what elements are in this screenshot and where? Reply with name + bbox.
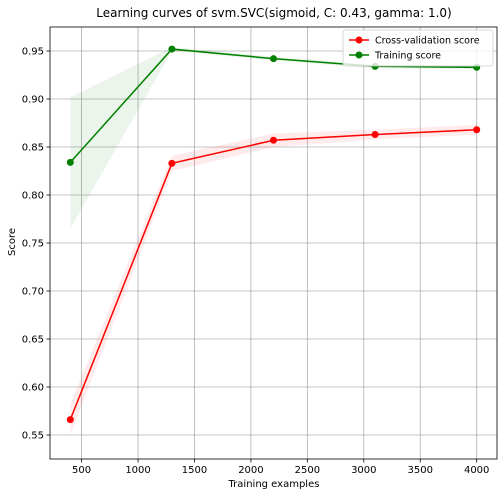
y-tick-label: 0.70	[22, 287, 44, 298]
y-tick-label: 0.55	[22, 431, 44, 442]
x-axis-label: Training examples	[228, 479, 320, 490]
y-tick-label: 0.90	[22, 95, 44, 106]
legend-cross-validation-score-marker	[355, 36, 363, 44]
y-tick-label: 0.60	[22, 383, 44, 394]
training-score-point	[270, 55, 277, 63]
x-axis-ticks: 500 1000 1500 2000 2500 3000 3500 4000	[72, 459, 489, 476]
y-tick-label: 0.65	[22, 335, 44, 346]
cross-validation-score-point	[473, 126, 481, 134]
training-score-point	[168, 45, 176, 53]
legend-cross-validation-score-label: Cross-validation score	[375, 36, 480, 47]
legend-training-score-marker	[355, 51, 363, 59]
y-tick-label: 0.95	[22, 47, 44, 58]
cross-validation-score-point	[270, 136, 277, 144]
y-tick-label: 0.75	[22, 239, 44, 250]
x-tick-label: 2500	[295, 465, 320, 476]
cross-validation-score-point	[371, 131, 379, 139]
x-tick-label: 3500	[408, 465, 433, 476]
x-tick-label: 500	[72, 465, 91, 476]
y-tick-label: 0.85	[22, 143, 44, 154]
y-axis-label: Score	[7, 228, 18, 256]
legend-box	[342, 29, 494, 67]
x-tick-label: 1000	[125, 465, 150, 476]
x-tick-label: 2000	[238, 465, 263, 476]
training-score-point	[66, 158, 74, 166]
x-tick-label: 3000	[351, 465, 376, 476]
legend-training-score-label: Training score	[374, 51, 441, 62]
cross-validation-score-point	[168, 159, 176, 167]
legend: Cross-validation score Training score	[342, 29, 494, 67]
y-tick-label: 0.80	[22, 191, 44, 202]
x-tick-label: 1500	[182, 465, 207, 476]
x-tick-label: 4000	[464, 465, 489, 476]
cross-validation-score-point	[66, 416, 74, 424]
grid-lines	[50, 27, 497, 459]
y-axis-ticks: 0.55 0.60 0.65 0.70 0.75 0.80 0.85 0.90 0.95	[22, 47, 50, 442]
chart-title: Learning curves of svm.SVC(sigmoid, C: 0…	[96, 6, 451, 20]
